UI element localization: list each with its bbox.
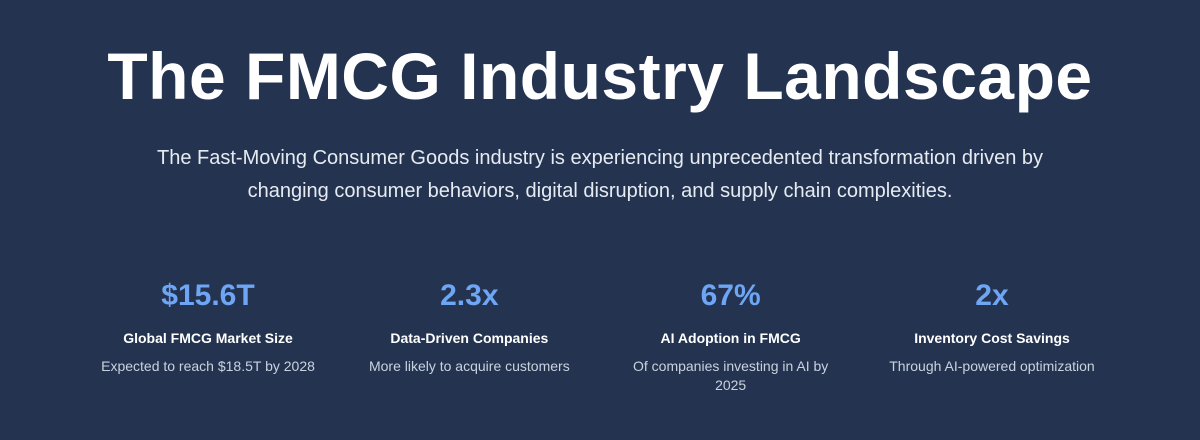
stat-market-size: $15.6T Global FMCG Market Size Expected … (98, 276, 318, 395)
stat-value: $15.6T (161, 279, 255, 312)
stat-description: Of companies investing in AI by 2025 (632, 358, 829, 393)
stat-data-driven-companies: 2.3x Data-Driven Companies More likely t… (359, 276, 579, 395)
stat-inventory-savings: 2x Inventory Cost Savings Through AI-pow… (882, 276, 1102, 395)
page-title: The FMCG Industry Landscape (107, 39, 1093, 113)
stat-description: Expected to reach $18.5T by 2028 (101, 358, 315, 374)
stat-ai-adoption: 67% AI Adoption in FMCG Of companies inv… (621, 276, 841, 395)
stat-label: Data-Driven Companies (390, 330, 549, 346)
stat-label: Inventory Cost Savings (914, 330, 1070, 346)
stat-value: 2.3x (440, 279, 499, 312)
stat-label: AI Adoption in FMCG (660, 330, 801, 346)
stats-row: $15.6T Global FMCG Market Size Expected … (98, 276, 1102, 395)
stat-description: Through AI-powered optimization (889, 358, 1095, 374)
stat-value: 2x (975, 279, 1009, 312)
stat-value: 67% (700, 279, 761, 312)
page-subtitle: The Fast-Moving Consumer Goods industry … (157, 147, 1043, 202)
stat-label: Global FMCG Market Size (123, 330, 293, 346)
stat-description: More likely to acquire customers (368, 358, 570, 374)
